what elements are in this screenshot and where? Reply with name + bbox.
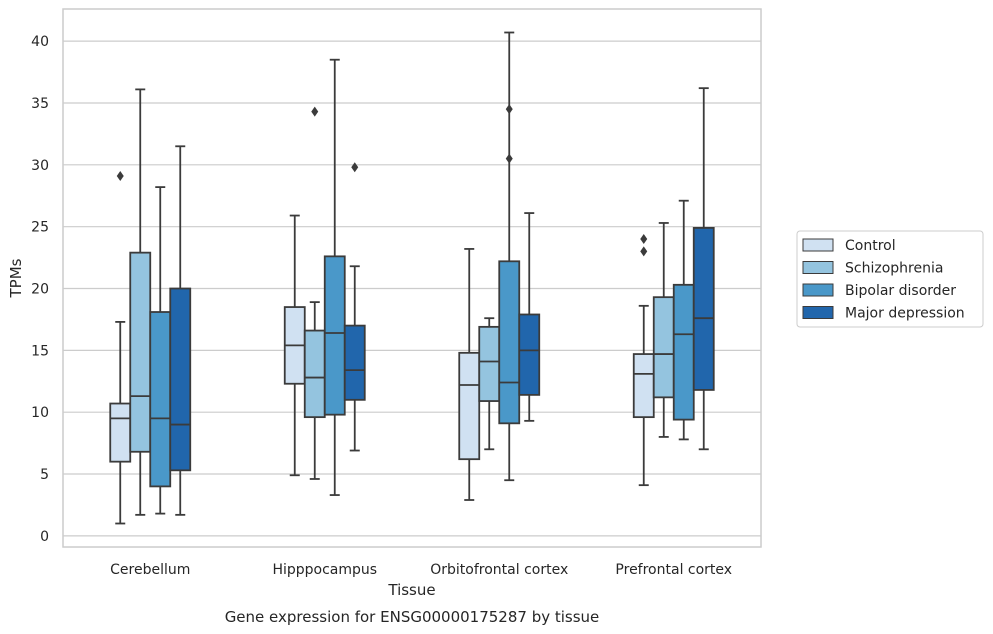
box-2-1	[478, 317, 501, 451]
box-iqr	[343, 324, 366, 401]
x-tick-label: Cerebellum	[110, 562, 190, 578]
outlier-marker	[116, 170, 124, 181]
legend-swatch	[802, 306, 834, 319]
y-tick-label: 5	[40, 467, 49, 483]
box-iqr	[632, 353, 655, 419]
box-iqr	[458, 351, 481, 461]
box-iqr	[303, 329, 326, 419]
box-1-1	[303, 106, 326, 480]
legend-swatch	[802, 238, 834, 252]
box-plot-marks	[109, 31, 715, 525]
box-iqr	[518, 313, 541, 396]
y-tick-label: 25	[31, 220, 49, 236]
y-tick-label: 40	[31, 34, 49, 50]
x-tick-label: Hipppocampus	[272, 562, 377, 578]
x-axis-label: Tissue	[387, 581, 435, 599]
box-iqr	[652, 296, 675, 399]
legend: Control Schizophrenia Bipolar disorder Majo…	[796, 230, 984, 328]
box-iqr	[169, 287, 192, 472]
y-tick-label: 30	[31, 158, 49, 174]
legend-label: Schizophrenia	[845, 261, 943, 277]
box-iqr	[672, 283, 695, 421]
box-1-2	[323, 58, 346, 496]
outlier-marker	[640, 246, 648, 257]
y-tick-label: 20	[31, 282, 49, 298]
box-1-3	[343, 162, 366, 452]
outlier-marker	[640, 234, 648, 245]
box-iqr	[109, 402, 132, 463]
box-2-3	[518, 212, 541, 422]
box-3-1	[652, 222, 675, 438]
y-tick-label: 35	[31, 96, 49, 112]
box-0-3	[169, 145, 192, 516]
box-iqr	[498, 260, 521, 425]
box-iqr	[478, 325, 501, 402]
legend-label: Major depression	[845, 306, 965, 322]
outlier-marker	[505, 153, 513, 164]
box-iqr	[149, 311, 172, 488]
outlier-marker	[311, 106, 319, 117]
outlier-marker	[351, 162, 359, 173]
box-0-2	[149, 186, 172, 515]
plot-area-frame	[62, 8, 762, 548]
y-tick-label: 0	[40, 529, 49, 545]
y-tick-label: 15	[31, 343, 49, 359]
x-tick-label: Prefrontal cortex	[615, 562, 732, 578]
legend-swatch	[802, 261, 834, 274]
box-2-0	[458, 248, 481, 501]
y-tick-label: 10	[31, 405, 49, 421]
chart-caption: Gene expression for ENSG00000175287 by t…	[225, 608, 600, 626]
box-2-2	[498, 31, 521, 482]
box-0-1	[129, 88, 152, 516]
legend-swatch	[802, 283, 834, 297]
box-iqr	[323, 255, 346, 416]
box-1-0	[283, 214, 306, 477]
y-axis-label: TPMs	[7, 258, 25, 298]
x-axis-ticks: Cerebellum Hipppocampus Orbitofrontal cort…	[110, 562, 732, 578]
box-iqr	[129, 251, 152, 453]
outlier-marker	[505, 104, 513, 115]
box-3-3	[692, 87, 715, 451]
legend-frame	[796, 230, 984, 328]
box-0-0	[109, 170, 132, 525]
box-iqr	[692, 227, 715, 391]
box-3-2	[672, 199, 695, 441]
box-3-0	[632, 234, 655, 487]
legend-label: Bipolar disorder	[845, 283, 956, 299]
x-tick-label: Orbitofrontal cortex	[430, 562, 568, 578]
y-axis-ticks: 0 5 10 15 20 25 30 35 40	[31, 34, 49, 545]
legend-label: Control	[845, 238, 896, 254]
